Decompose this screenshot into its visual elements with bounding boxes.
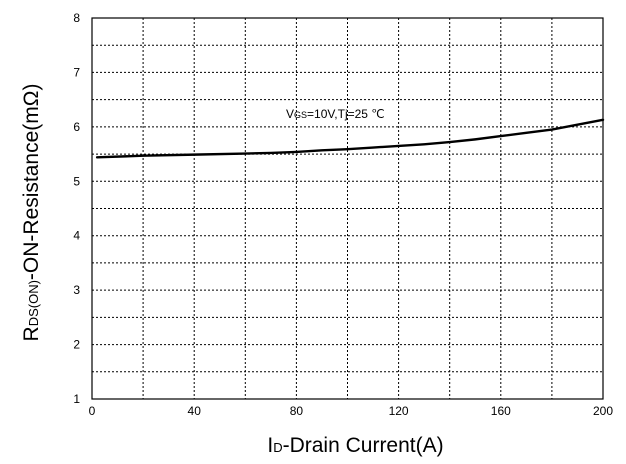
y-tick-label: 1 [73,392,80,406]
y-tick-label: 2 [73,338,80,352]
series-line [95,118,605,159]
tick-labels: 0 40 80 120 160 200 1 2 3 4 5 6 7 8 [73,11,613,418]
y-axis-label: RDS(ON)-ON-Resistance(mΩ) [20,84,43,342]
x-axis-label: ID-Drain Current(A) [267,434,443,457]
x-tick-label: 0 [89,404,96,418]
y-tick-label: 4 [73,229,80,243]
y-tick-label: 5 [73,174,80,188]
series-lines [95,118,605,159]
plot-frame [91,17,604,400]
x-tick-label: 120 [389,404,409,418]
y-tick-label: 6 [73,120,80,134]
grid [92,18,603,399]
x-tick-label: 160 [491,404,511,418]
x-tick-label: 200 [593,404,613,418]
x-tick-label: 80 [290,404,304,418]
y-tick-label: 7 [73,65,80,79]
annotation-label: VGS=10V,Tj=25 ℃ [286,107,385,121]
y-tick-label: 3 [73,283,80,297]
x-tick-label: 40 [188,404,202,418]
y-tick-label: 8 [73,11,80,25]
